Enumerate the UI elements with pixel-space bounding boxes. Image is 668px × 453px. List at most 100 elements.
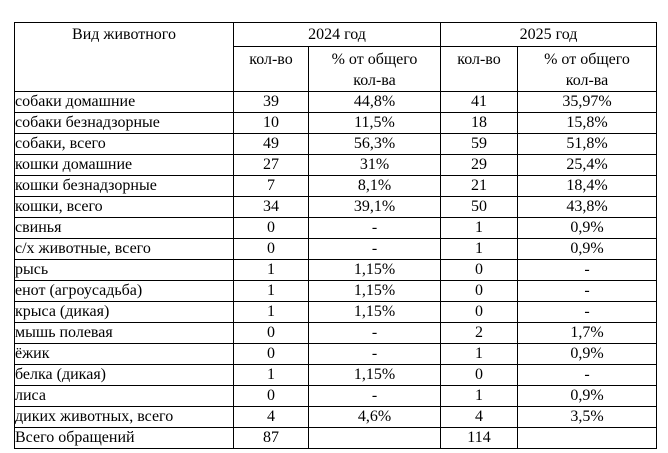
percent-2025-cell: - <box>517 301 657 323</box>
count-2024-cell: 0 <box>233 343 309 365</box>
count-2025-cell: 50 <box>440 196 518 218</box>
animal-type-cell: белка (дикая) <box>14 364 234 386</box>
table-row: кошки домашние 27 31% 29 25,4% <box>14 154 657 176</box>
count-2024-cell: 27 <box>233 154 309 176</box>
count-2025-cell: 29 <box>440 154 518 176</box>
count-2024-cell: 4 <box>233 406 309 428</box>
animal-type-cell: кошки, всего <box>14 196 234 218</box>
header-percent-2024: % от общего кол-ва <box>308 46 441 92</box>
table-row: енот (агроусадьба) 1 1,15% 0 - <box>14 280 657 302</box>
animal-type-cell: собаки, всего <box>14 133 234 155</box>
table-row: рысь 1 1,15% 0 - <box>14 259 657 281</box>
percent-2024-cell: 31% <box>308 154 441 176</box>
percent-2024-cell: - <box>308 385 441 407</box>
table-row: мышь полевая 0 - 2 1,7% <box>14 322 657 344</box>
table-row: собаки, всего 49 56,3% 59 51,8% <box>14 133 657 155</box>
percent-2024-cell: 44,8% <box>308 91 441 113</box>
percent-2025-cell: 0,9% <box>517 217 657 239</box>
percent-2025-cell: 51,8% <box>517 133 657 155</box>
animal-type-cell: Всего обращений <box>14 427 234 449</box>
percent-2024-cell: 1,15% <box>308 259 441 281</box>
percent-2025-cell <box>517 427 657 449</box>
header-percent-2025-line2: кол-ва <box>565 72 609 89</box>
table-row: крыса (дикая) 1 1,15% 0 - <box>14 301 657 323</box>
count-2024-cell: 1 <box>233 301 309 323</box>
count-2024-cell: 0 <box>233 322 309 344</box>
animal-type-cell: лиса <box>14 385 234 407</box>
animal-type-cell: крыса (дикая) <box>14 301 234 323</box>
percent-2024-cell: 1,15% <box>308 301 441 323</box>
percent-2025-cell: 0,9% <box>517 238 657 260</box>
animal-type-cell: кошки домашние <box>14 154 234 176</box>
percent-2024-cell: - <box>308 238 441 260</box>
count-2025-cell: 59 <box>440 133 518 155</box>
percent-2025-cell: 15,8% <box>517 112 657 134</box>
percent-2024-cell: - <box>308 322 441 344</box>
table-row: с/х животные, всего 0 - 1 0,9% <box>14 238 657 260</box>
count-2024-cell: 0 <box>233 385 309 407</box>
count-2024-cell: 39 <box>233 91 309 113</box>
table-row: собаки безнадзорные 10 11,5% 18 15,8% <box>14 112 657 134</box>
table-row: свинья 0 - 1 0,9% <box>14 217 657 239</box>
header-row-metrics: кол-во % от общего кол-ва кол-во % от об… <box>15 46 657 92</box>
header-row-years: Вид животного 2024 год 2025 год <box>14 22 657 92</box>
animal-type-cell: кошки безнадзорные <box>14 175 234 197</box>
count-2024-cell: 0 <box>233 217 309 239</box>
header-percent-2025: % от общего кол-ва <box>517 46 657 92</box>
percent-2024-cell: 1,15% <box>308 364 441 386</box>
count-2024-cell: 1 <box>233 259 309 281</box>
table-row: диких животных, всего 4 4,6% 4 3,5% <box>14 406 657 428</box>
count-2025-cell: 0 <box>440 280 518 302</box>
count-2024-cell: 10 <box>233 112 309 134</box>
percent-2025-cell: 25,4% <box>517 154 657 176</box>
percent-2025-cell: 0,9% <box>517 343 657 365</box>
count-2025-cell: 0 <box>440 364 518 386</box>
count-2025-cell: 1 <box>440 343 518 365</box>
percent-2024-cell: 11,5% <box>308 112 441 134</box>
count-2025-cell: 1 <box>440 238 518 260</box>
percent-2024-cell: 39,1% <box>308 196 441 218</box>
table-row: ёжик 0 - 1 0,9% <box>14 343 657 365</box>
count-2024-cell: 87 <box>233 427 309 449</box>
animal-type-cell: свинья <box>14 217 234 239</box>
count-2025-cell: 0 <box>440 301 518 323</box>
table-row: белка (дикая) 1 1,15% 0 - <box>14 364 657 386</box>
percent-2025-cell: 18,4% <box>517 175 657 197</box>
animals-statistics-table: Вид животного 2024 год 2025 год кол-во %… <box>14 22 657 449</box>
percent-2025-cell: - <box>517 280 657 302</box>
animal-type-cell: собаки домашние <box>14 91 234 113</box>
count-2025-cell: 1 <box>440 217 518 239</box>
percent-2025-cell: 1,7% <box>517 322 657 344</box>
count-2024-cell: 1 <box>233 280 309 302</box>
count-2025-cell: 2 <box>440 322 518 344</box>
header-year-2024: 2024 год <box>233 22 441 47</box>
table-row: кошки, всего 34 39,1% 50 43,8% <box>14 196 657 218</box>
percent-2025-cell: 43,8% <box>517 196 657 218</box>
animal-type-cell: собаки безнадзорные <box>14 112 234 134</box>
percent-2025-cell: - <box>517 259 657 281</box>
table-row: кошки безнадзорные 7 8,1% 21 18,4% <box>14 175 657 197</box>
count-2024-cell: 7 <box>233 175 309 197</box>
count-2025-cell: 41 <box>440 91 518 113</box>
table-row: лиса 0 - 1 0,9% <box>14 385 657 407</box>
table-row: собаки домашние 39 44,8% 41 35,97% <box>14 91 657 113</box>
percent-2025-cell: - <box>517 364 657 386</box>
count-2024-cell: 49 <box>233 133 309 155</box>
animal-type-cell: рысь <box>14 259 234 281</box>
count-2025-cell: 18 <box>440 112 518 134</box>
count-2025-cell: 114 <box>440 427 518 449</box>
table-row-total: Всего обращений 87 114 <box>14 427 657 449</box>
animal-type-cell: мышь полевая <box>14 322 234 344</box>
percent-2025-cell: 0,9% <box>517 385 657 407</box>
percent-2024-cell: 8,1% <box>308 175 441 197</box>
animal-type-cell: енот (агроусадьба) <box>14 280 234 302</box>
count-2024-cell: 0 <box>233 238 309 260</box>
percent-2024-cell: 4,6% <box>308 406 441 428</box>
count-2025-cell: 1 <box>440 385 518 407</box>
count-2024-cell: 1 <box>233 364 309 386</box>
percent-2024-cell: 1,15% <box>308 280 441 302</box>
header-year-2025: 2025 год <box>440 22 657 47</box>
animal-type-cell: с/х животные, всего <box>14 238 234 260</box>
header-percent-2024-line1: % от общего <box>331 51 418 68</box>
